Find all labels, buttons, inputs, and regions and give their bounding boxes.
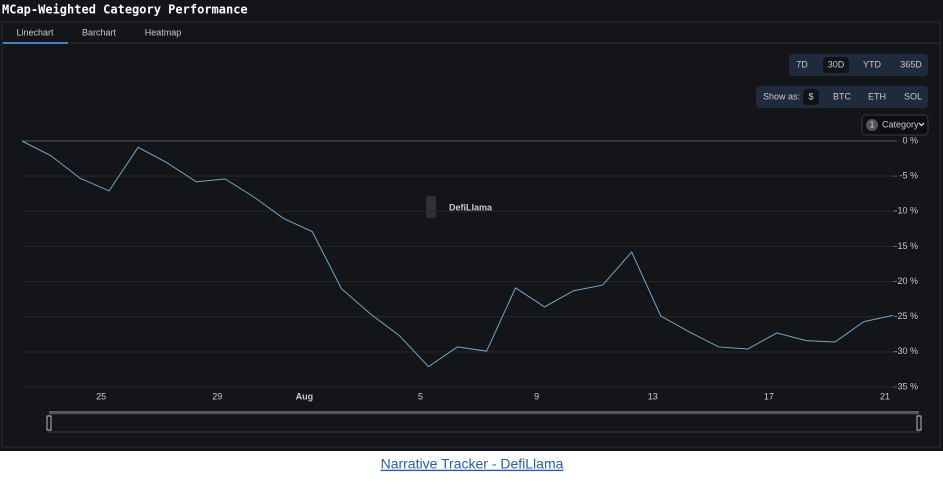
caption-link[interactable]: Narrative Tracker - DefiLlama — [381, 456, 564, 472]
brush-handle[interactable] — [46, 415, 52, 431]
x-tick-label: 13 — [648, 391, 658, 401]
watermark-logo — [426, 196, 436, 218]
x-tick-label: Aug — [296, 391, 314, 401]
show-as-active — [803, 89, 819, 105]
tab[interactable]: Linechart — [16, 27, 54, 37]
range-button[interactable]: 7D — [796, 59, 808, 69]
show-as-button[interactable]: $ — [808, 91, 813, 101]
show-as-label: Show as: — [763, 91, 800, 101]
category-count: 1 — [869, 119, 874, 129]
brush-track — [49, 411, 919, 414]
series-line — [21, 140, 894, 368]
y-tick-label: -10 % — [894, 206, 918, 216]
x-tick-label: 29 — [212, 391, 222, 401]
category-button[interactable] — [861, 114, 929, 136]
y-tick-label: -20 % — [894, 276, 918, 286]
show-as-button[interactable]: ETH — [868, 91, 886, 101]
show-as-group — [756, 86, 928, 108]
category-label: Category — [882, 119, 919, 129]
range-button[interactable]: 30D — [828, 59, 845, 69]
y-tick-label: -15 % — [894, 241, 918, 251]
tab[interactable]: Heatmap — [145, 27, 182, 37]
watermark: DefiLlama — [449, 202, 493, 212]
x-tick-label: 5 — [418, 391, 423, 401]
panel-title: MCap-Weighted Category Performance — [2, 3, 248, 17]
y-tick-label: 0 % — [902, 135, 918, 145]
x-tick-label: 17 — [764, 391, 774, 401]
range-button[interactable]: 365D — [900, 59, 922, 69]
y-tick-label: -30 % — [894, 346, 918, 356]
x-tick-label: 21 — [880, 391, 890, 401]
brush-handle[interactable] — [916, 415, 922, 431]
chevron — [918, 122, 925, 127]
range-active — [823, 57, 849, 73]
show-as-button[interactable]: BTC — [833, 91, 852, 101]
tab[interactable]: Barchart — [82, 27, 117, 37]
x-tick-label: 25 — [96, 391, 106, 401]
y-tick-label: -35 % — [894, 381, 918, 391]
x-tick-label: 9 — [534, 391, 539, 401]
category-badge — [866, 119, 878, 131]
y-tick-label: -5 % — [899, 171, 918, 181]
range-button[interactable]: YTD — [863, 59, 882, 69]
panel-border — [1, 21, 941, 448]
show-as-button[interactable]: SOL — [904, 91, 922, 101]
y-tick-label: -25 % — [894, 311, 918, 321]
panel — [0, 0, 943, 451]
